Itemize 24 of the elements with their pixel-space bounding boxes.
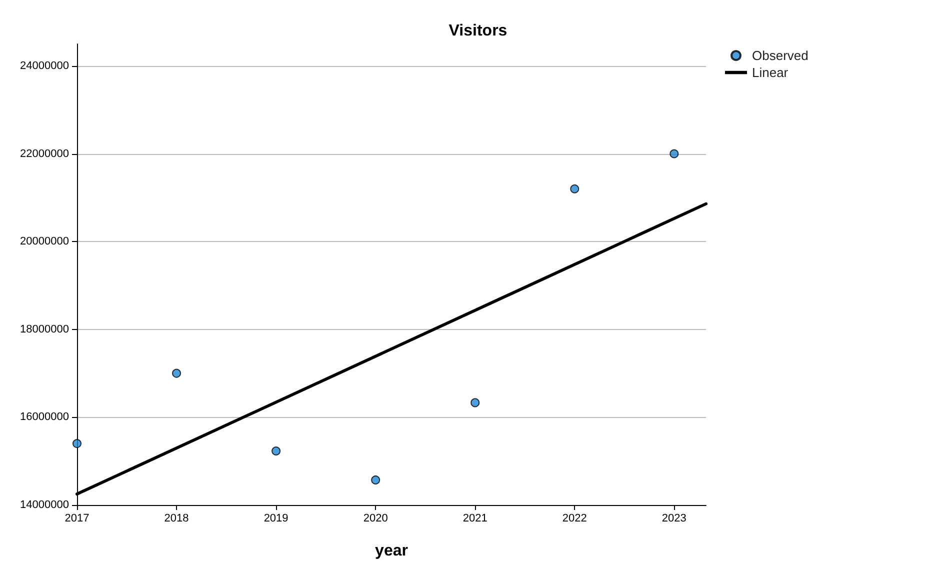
y-tick-label: 18000000 (20, 323, 69, 336)
x-axis-title: year (375, 542, 408, 560)
x-tick-label: 2019 (264, 512, 288, 524)
point (371, 475, 380, 484)
y-tick-label: 14000000 (20, 499, 69, 511)
x-tick-label: 2023 (662, 512, 686, 524)
point (72, 439, 82, 448)
x-tick-label: 2021 (462, 512, 488, 524)
chart-title: Visitors (448, 22, 508, 40)
y-tick-label: 24000000 (20, 60, 69, 72)
x-tick-label: 2018 (164, 512, 189, 524)
point (570, 184, 580, 194)
point (172, 368, 182, 378)
point (272, 446, 281, 456)
point (670, 149, 679, 158)
x-tick-label: 2020 (363, 512, 388, 524)
point (470, 398, 480, 408)
x-tick-label: 2022 (562, 512, 587, 524)
x-tick-label: 2017 (64, 512, 90, 524)
legend-label: Observed (752, 48, 808, 63)
y-tick-label: 22000000 (20, 148, 69, 160)
y-tick-label: 16000000 (20, 411, 69, 424)
legend-label: Linear (752, 65, 789, 80)
y-tick-label: 20000000 (20, 236, 69, 248)
